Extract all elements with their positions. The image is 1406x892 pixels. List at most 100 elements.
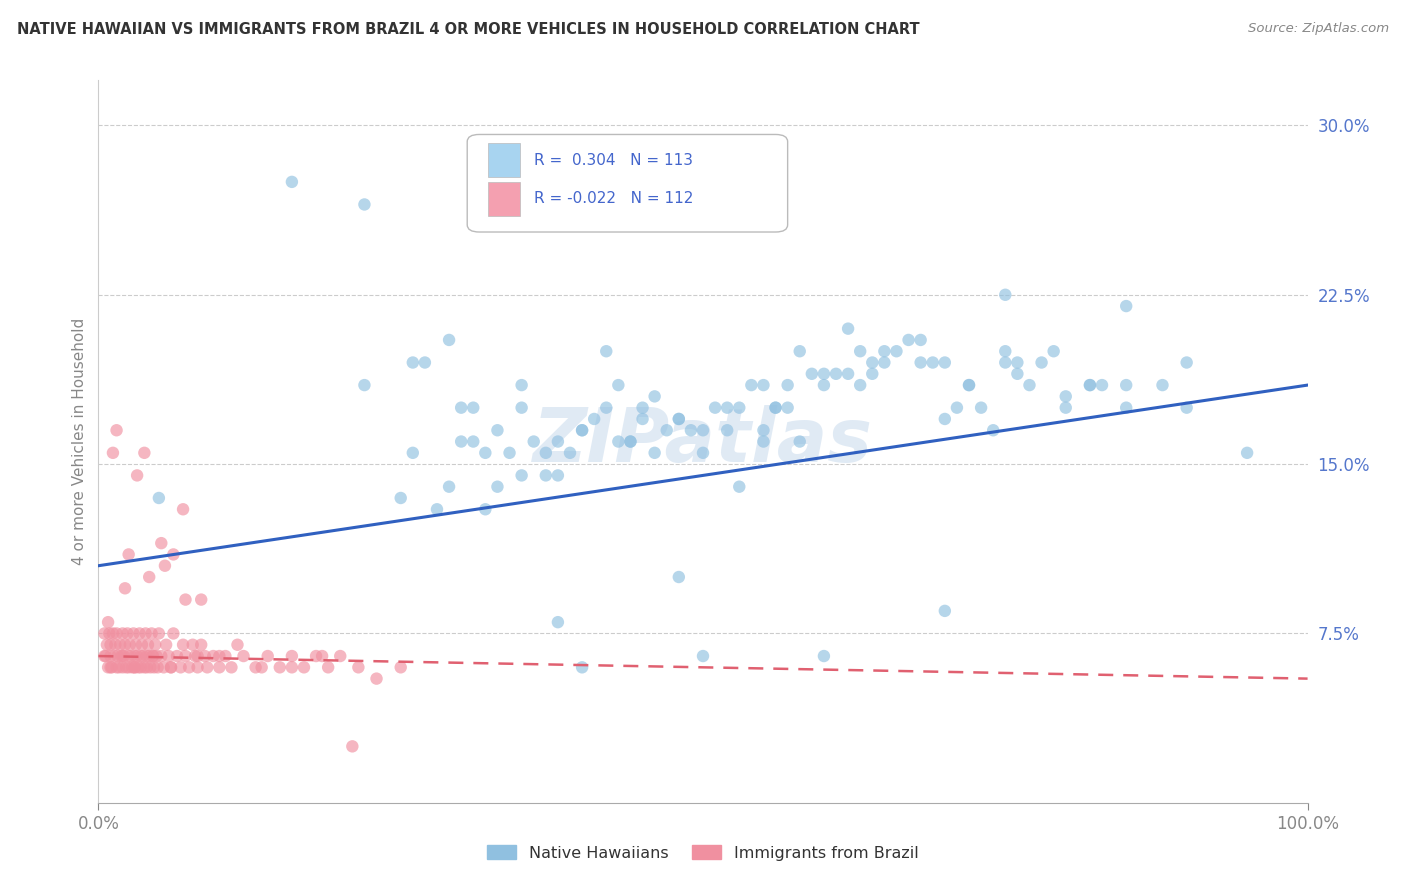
- Point: [728, 401, 751, 415]
- Point: [152, 660, 174, 674]
- Point: [607, 434, 630, 449]
- Point: [214, 648, 236, 663]
- Point: [655, 423, 678, 437]
- Point: [571, 423, 593, 437]
- Point: [114, 582, 136, 596]
- Point: [221, 660, 243, 674]
- Point: [510, 401, 533, 415]
- Point: [146, 660, 169, 674]
- Point: [765, 401, 787, 415]
- Point: [292, 660, 315, 674]
- Point: [1042, 344, 1064, 359]
- Point: [860, 367, 883, 381]
- Point: [389, 491, 412, 505]
- Point: [752, 378, 775, 392]
- Point: [776, 378, 799, 392]
- Point: [269, 660, 291, 674]
- Point: [970, 401, 993, 415]
- Point: [162, 548, 184, 562]
- Point: [1031, 355, 1053, 369]
- Point: [110, 648, 132, 663]
- Point: [111, 660, 134, 674]
- Point: [281, 648, 304, 663]
- Point: [426, 502, 449, 516]
- Point: [437, 333, 460, 347]
- Point: [148, 491, 170, 505]
- Point: [172, 502, 194, 516]
- Point: [256, 648, 278, 663]
- Point: [108, 638, 131, 652]
- Point: [668, 412, 690, 426]
- Point: [329, 648, 352, 663]
- Point: [860, 355, 883, 369]
- Point: [595, 344, 617, 359]
- Point: [1078, 378, 1101, 392]
- Point: [155, 638, 177, 652]
- Point: [118, 660, 141, 674]
- Legend: Native Hawaiians, Immigrants from Brazil: Native Hawaiians, Immigrants from Brazil: [481, 838, 925, 867]
- Point: [1115, 378, 1137, 392]
- Point: [98, 626, 121, 640]
- Point: [668, 570, 690, 584]
- Point: [105, 626, 128, 640]
- Point: [117, 626, 139, 640]
- Point: [111, 648, 134, 663]
- Point: [122, 626, 145, 640]
- Point: [245, 660, 267, 674]
- Point: [981, 423, 1004, 437]
- Point: [347, 660, 370, 674]
- Point: [148, 626, 170, 640]
- Point: [145, 648, 167, 663]
- Point: [141, 626, 163, 640]
- Point: [195, 660, 218, 674]
- Point: [837, 321, 859, 335]
- Point: [96, 638, 118, 652]
- Point: [413, 355, 436, 369]
- Point: [813, 648, 835, 663]
- Point: [281, 660, 304, 674]
- Point: [108, 660, 131, 674]
- Point: [886, 344, 908, 359]
- Point: [305, 648, 328, 663]
- Point: [740, 378, 762, 392]
- Point: [128, 626, 150, 640]
- Point: [120, 648, 142, 663]
- Point: [1007, 355, 1029, 369]
- Point: [534, 468, 557, 483]
- Point: [704, 401, 727, 415]
- Point: [135, 626, 157, 640]
- Point: [716, 401, 738, 415]
- Point: [474, 446, 496, 460]
- Point: [142, 648, 165, 663]
- Text: NATIVE HAWAIIAN VS IMMIGRANTS FROM BRAZIL 4 OR MORE VEHICLES IN HOUSEHOLD CORREL: NATIVE HAWAIIAN VS IMMIGRANTS FROM BRAZI…: [17, 22, 920, 37]
- Point: [179, 660, 201, 674]
- Point: [486, 423, 509, 437]
- Point: [316, 660, 339, 674]
- Point: [100, 660, 122, 674]
- Point: [1018, 378, 1040, 392]
- Point: [115, 660, 138, 674]
- Point: [232, 648, 254, 663]
- Point: [463, 401, 485, 415]
- Point: [849, 378, 872, 392]
- Point: [93, 626, 115, 640]
- Point: [1152, 378, 1174, 392]
- Point: [957, 378, 980, 392]
- Point: [169, 660, 191, 674]
- Point: [1091, 378, 1114, 392]
- Point: [281, 175, 304, 189]
- Point: [1054, 401, 1077, 415]
- Point: [142, 648, 165, 663]
- Point: [873, 355, 896, 369]
- Point: [190, 592, 212, 607]
- Point: [174, 648, 197, 663]
- Point: [101, 626, 124, 640]
- Point: [134, 660, 156, 674]
- Point: [208, 660, 231, 674]
- Point: [97, 615, 120, 630]
- Point: [789, 344, 811, 359]
- Point: [134, 446, 156, 460]
- Point: [138, 648, 160, 663]
- Point: [752, 423, 775, 437]
- Y-axis label: 4 or more Vehicles in Household: 4 or more Vehicles in Household: [72, 318, 87, 566]
